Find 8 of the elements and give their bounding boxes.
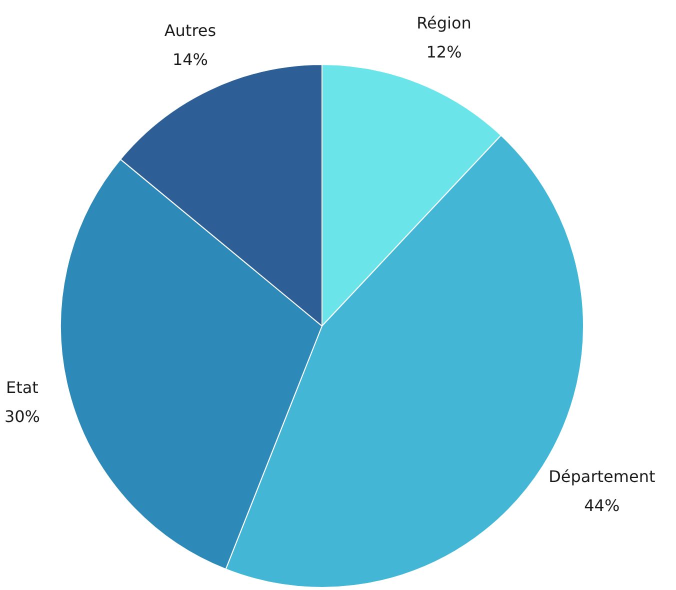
data-label: 44%: [584, 496, 620, 515]
data-label: 12%: [426, 42, 462, 62]
slice-label: Autres: [164, 21, 216, 40]
data-label: 30%: [4, 407, 40, 426]
data-label: 14%: [172, 50, 208, 70]
slice-label: Département: [548, 466, 656, 486]
slice-label: Etat: [6, 378, 38, 398]
slice-label: Région: [416, 13, 472, 32]
